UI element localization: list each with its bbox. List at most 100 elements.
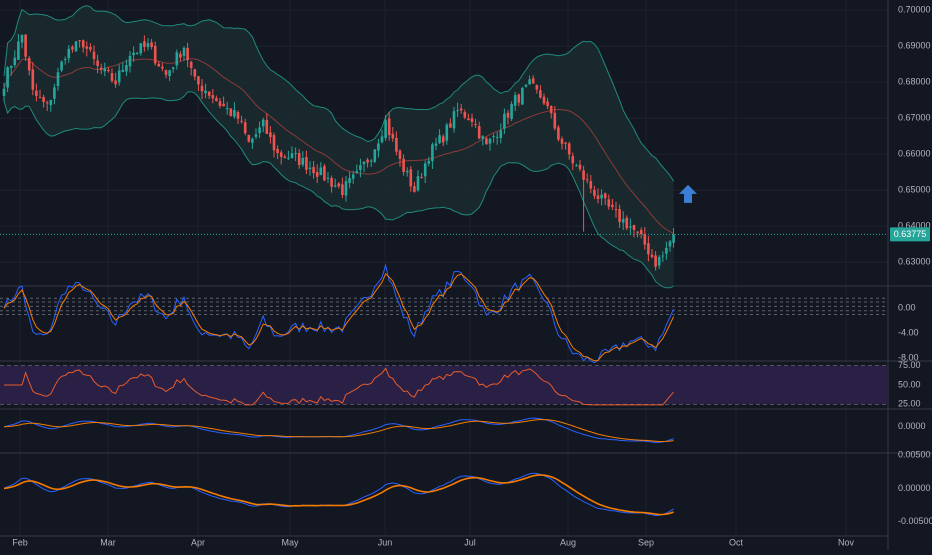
candle-body xyxy=(445,124,449,141)
candle xyxy=(337,182,341,189)
candle-body xyxy=(420,177,423,179)
candle xyxy=(416,170,420,192)
candle-body xyxy=(585,179,589,181)
candle xyxy=(193,68,197,81)
candle xyxy=(272,132,276,158)
candle-body xyxy=(387,118,391,136)
candle xyxy=(164,69,168,79)
candle-body xyxy=(341,184,344,195)
candle xyxy=(402,154,405,176)
candle-body xyxy=(81,40,85,48)
candle-body xyxy=(240,120,243,122)
candle-body xyxy=(251,138,254,143)
momentum-line-orange xyxy=(3,474,674,516)
candle-body xyxy=(17,41,20,60)
candle xyxy=(665,241,668,260)
candle xyxy=(546,97,549,110)
candle-body xyxy=(373,149,377,162)
candle-body xyxy=(301,157,305,165)
time-axis-label: Oct xyxy=(729,537,744,547)
candle xyxy=(593,185,596,200)
candle-body xyxy=(294,152,297,154)
candle xyxy=(330,175,333,193)
candle-body xyxy=(225,108,229,110)
candle xyxy=(373,149,377,164)
candle xyxy=(420,173,423,179)
candle-body xyxy=(438,135,441,144)
candle xyxy=(45,100,49,112)
candle xyxy=(528,75,531,85)
last-price-tag xyxy=(890,227,930,242)
candle xyxy=(549,105,553,119)
candle-body xyxy=(481,136,485,139)
candle-body xyxy=(672,234,675,243)
candle-body xyxy=(42,97,45,103)
candle xyxy=(283,154,287,159)
candle-body xyxy=(125,65,128,72)
candle-body xyxy=(186,47,189,61)
time-axis-label: May xyxy=(281,537,299,547)
candle xyxy=(557,125,560,142)
candle-body xyxy=(103,68,107,72)
candle-body xyxy=(477,126,481,139)
candle xyxy=(467,113,470,121)
candle-body xyxy=(85,46,89,49)
candle-body xyxy=(398,150,402,159)
candle-body xyxy=(182,47,186,56)
candle xyxy=(668,239,672,252)
time-axis-label: Jul xyxy=(464,537,476,547)
candle xyxy=(132,46,135,62)
candle-body xyxy=(6,67,9,88)
candle xyxy=(290,146,294,159)
candle xyxy=(67,44,71,63)
candle-body xyxy=(582,170,585,180)
candle-body xyxy=(668,241,672,247)
candle xyxy=(348,171,351,189)
last-price-label: 0.63775 xyxy=(894,229,927,239)
candle-body xyxy=(117,70,121,83)
candle-body xyxy=(452,111,456,129)
candle xyxy=(225,101,229,115)
candle xyxy=(452,106,456,133)
candle-body xyxy=(567,143,571,155)
candle-body xyxy=(402,158,405,173)
candle xyxy=(510,101,513,122)
candle xyxy=(85,41,89,57)
candle-body xyxy=(441,136,445,143)
candle-body xyxy=(290,153,294,159)
candle xyxy=(578,159,582,172)
candle-body xyxy=(308,167,312,170)
candle xyxy=(542,93,546,106)
candle xyxy=(179,51,182,62)
candle xyxy=(463,109,467,120)
candle-body xyxy=(546,101,549,107)
candle xyxy=(517,93,521,107)
candle-body xyxy=(323,166,326,181)
candle-body xyxy=(326,177,330,179)
time-axis-label: Jun xyxy=(378,537,393,547)
time-axis-label: Sep xyxy=(638,537,654,547)
momentum-tick-label: -0.00500 xyxy=(898,516,932,526)
candle xyxy=(60,60,63,73)
candle-body xyxy=(287,157,290,159)
candle-body xyxy=(416,176,420,191)
candle xyxy=(189,60,193,76)
candle xyxy=(301,151,305,167)
price-tick-label: 0.68000 xyxy=(898,77,931,87)
candle xyxy=(323,163,326,182)
candle xyxy=(71,44,74,53)
candle xyxy=(575,163,578,167)
candles-layer[interactable] xyxy=(2,34,675,271)
candle xyxy=(618,204,621,228)
candle-body xyxy=(197,76,200,85)
candle xyxy=(488,137,492,151)
candle xyxy=(614,201,618,218)
candle xyxy=(99,63,103,75)
candle-body xyxy=(200,85,204,92)
up-arrow-icon xyxy=(679,184,697,203)
candle-body xyxy=(132,52,135,56)
candle xyxy=(150,38,153,50)
candle xyxy=(413,181,416,193)
